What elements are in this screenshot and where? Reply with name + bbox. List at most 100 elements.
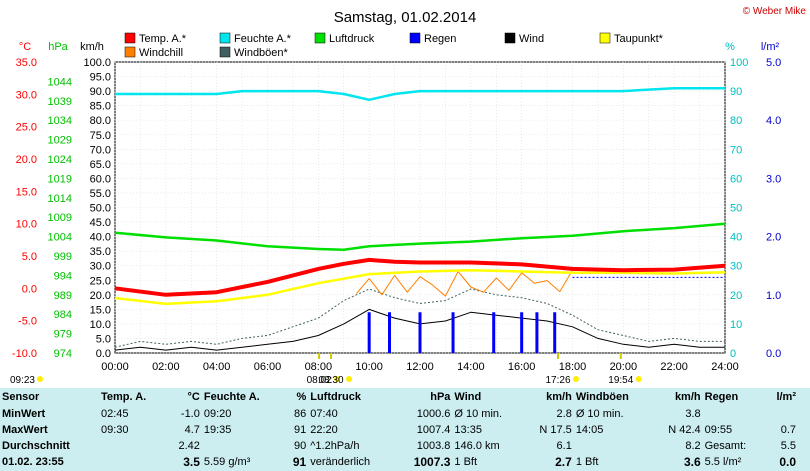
sun-icon [37, 376, 43, 382]
hpa-tick: 1024 [48, 154, 72, 166]
kmh-tick: 80.0 [90, 115, 111, 127]
plot-frame [114, 61, 726, 354]
kmh-tick: 55.0 [90, 188, 111, 200]
stats-cell: Gesamt: [704, 440, 747, 452]
hpa-tick: 979 [54, 329, 72, 341]
pct-tick: 0 [730, 348, 736, 360]
stats-cell: 14:05 [575, 424, 604, 436]
kmh-axis-label: km/h [80, 41, 104, 53]
stats-cell [202, 438, 284, 454]
stats-cell: 91 [292, 455, 307, 469]
kmh-tick: 25.0 [90, 275, 111, 287]
stats-cell: 90 [293, 440, 307, 452]
stats-cell: 2.7 [555, 455, 572, 469]
legend-label-0: Temp. A.* [139, 33, 187, 45]
pct-tick: 80 [730, 115, 742, 127]
rain-tick: 0.0 [766, 348, 781, 360]
stats-cell: 6.1 [556, 440, 572, 452]
stats-cell: km/h [674, 391, 701, 403]
x-tick: 14:00 [457, 361, 485, 373]
kmh-tick: 5.0 [96, 333, 111, 345]
sun-icon [635, 376, 642, 382]
stats-cell: veränderlich [310, 456, 371, 468]
stats-row: Durchschnitt 2.42 90 ^1.2hPa/h 1003.8 146.0 k… [0, 438, 798, 454]
x-tick: 04:00 [203, 361, 231, 373]
stats-table: Sensor Temp. A. °C Feuchte A.% Luftdruck hPa W… [0, 388, 798, 470]
stats-cell: 22:20 [310, 424, 338, 436]
rain-bar [492, 312, 496, 353]
pct-tick: 70 [730, 144, 742, 156]
temp-tick: 10.0 [16, 219, 37, 231]
legend-label-4: Wind [519, 33, 544, 45]
stats-cell: °C [187, 391, 200, 403]
hpa-tick: 999 [54, 251, 72, 263]
x-tick: 22:00 [660, 361, 688, 373]
kmh-tick: 95.0 [90, 72, 111, 84]
legend-label-3: Regen [424, 33, 456, 45]
kmh-tick: 10.0 [90, 319, 111, 331]
sun-icon [334, 376, 341, 382]
temp-tick: 15.0 [16, 186, 37, 198]
rain-bar [553, 312, 557, 353]
kmh-tick: 70.0 [90, 144, 111, 156]
pct-tick: 60 [730, 173, 742, 185]
stats-cell: 91 [293, 424, 307, 436]
pct-tick: 30 [730, 261, 742, 273]
legend-swatch-1 [219, 32, 231, 44]
stats-cell [765, 406, 798, 422]
hpa-tick: 994 [54, 270, 72, 282]
sun-event-label: 19:54 [608, 375, 633, 386]
stats-cell: l/m² [776, 391, 796, 403]
kmh-tick: 90.0 [90, 86, 111, 98]
sun-event-label: 09:23 [10, 375, 35, 386]
chart-title: Samstag, 01.02.2014 [334, 9, 477, 26]
hpa-tick: 1014 [48, 193, 72, 205]
x-tick: 02:00 [152, 361, 180, 373]
rain-tick: 1.0 [766, 290, 781, 302]
stats-cell: 0.7 [780, 424, 796, 436]
temp-tick: 25.0 [16, 122, 37, 134]
pct-tick: 40 [730, 232, 742, 244]
legend-swatch-4 [504, 32, 516, 44]
stats-cell: Luftdruck [310, 391, 361, 403]
x-tick: 16:00 [508, 361, 536, 373]
stats-cell: % [296, 391, 307, 403]
stats-cell: 1000.6 [416, 408, 451, 420]
stats-cell: 5.59 g/m³ [203, 456, 251, 468]
legend-label-5: Taupunkt* [614, 33, 664, 45]
stats-cell: 4.7 [184, 424, 200, 436]
stats-row: MaxWert 09:30 4.7 19:35 91 22:20 1007.4 13:35 N … [0, 422, 798, 438]
pct-tick: 20 [730, 290, 742, 302]
stats-cell: 1 Bft [575, 456, 599, 468]
rain-bar [367, 312, 371, 353]
stats-cell: 1007.3 [413, 455, 451, 469]
hpa-tick: 984 [54, 309, 72, 321]
legend-swatch-5 [599, 32, 611, 44]
x-tick: 24:00 [711, 361, 739, 373]
legend-swatch-6 [124, 46, 136, 58]
stats-panel: Sensor Temp. A. °C Feuchte A.% Luftdruck hPa W… [0, 388, 810, 471]
stats-cell [703, 406, 766, 422]
kmh-tick: 0.0 [96, 348, 111, 360]
pct-tick: 90 [730, 86, 742, 98]
rain-axis-label: l/m² [761, 41, 780, 53]
stats-cell [574, 438, 653, 454]
pct-axis-label: % [725, 41, 735, 53]
stats-cell: 1007.4 [416, 424, 451, 436]
hpa-tick: 1019 [48, 173, 72, 185]
stats-cell: Ø 10 min. [575, 408, 624, 420]
stats-cell: MaxWert [2, 424, 48, 436]
sun-event-label: 17:26 [545, 375, 570, 386]
hpa-tick: 1034 [48, 115, 72, 127]
stats-cell: hPa [430, 391, 451, 403]
legend-label-6: Windchill [139, 47, 183, 59]
stats-cell: Wind [454, 391, 482, 403]
stats-cell: Temp. A. [101, 391, 147, 403]
x-tick: 20:00 [610, 361, 638, 373]
temp-axis-label: °C [19, 41, 31, 53]
stats-cell: 146.0 km [454, 440, 500, 452]
sun-icon [346, 376, 353, 382]
stats-cell: Ø 10 min. [454, 408, 503, 420]
stats-cell: 3.6 [683, 455, 701, 469]
